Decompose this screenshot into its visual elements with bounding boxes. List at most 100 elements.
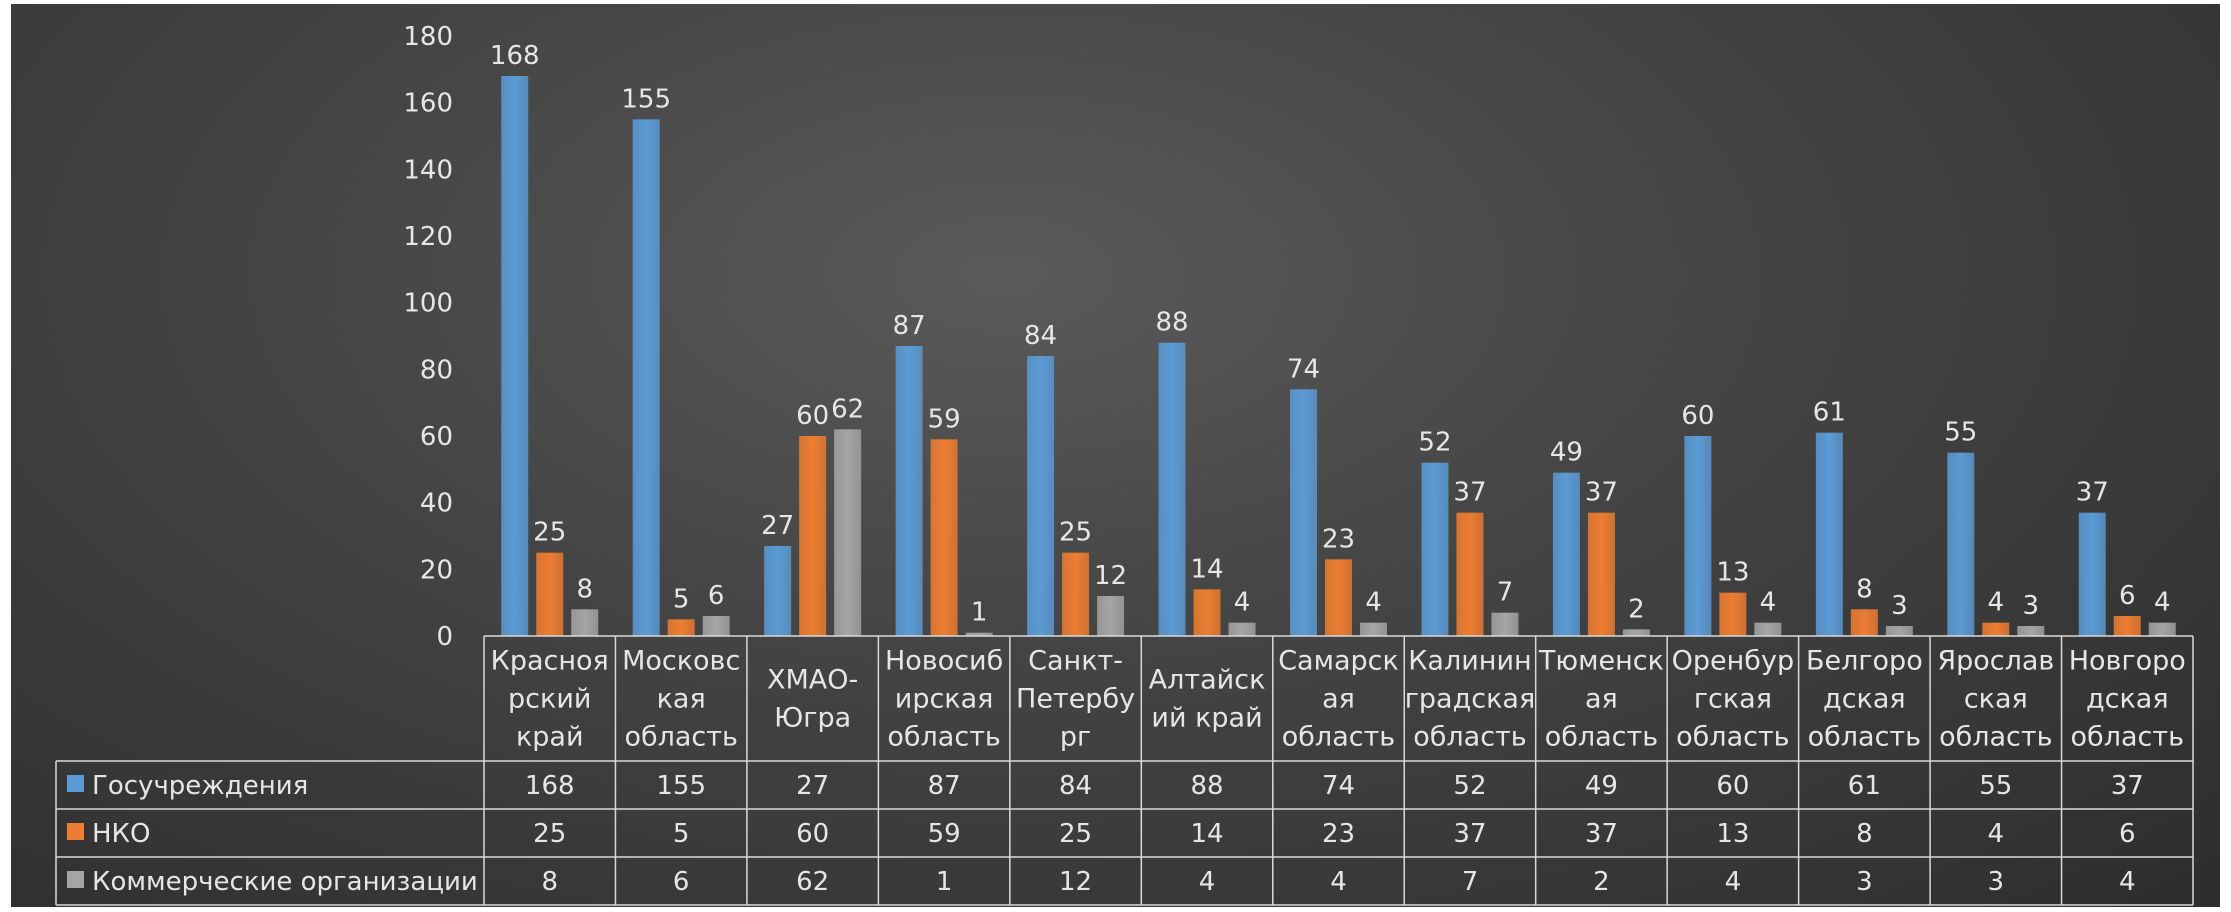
legend-label: НКО — [92, 819, 150, 849]
bar-comm-0 — [571, 609, 599, 636]
x-tick-label: ская — [1964, 684, 2028, 715]
bar-nko-9 — [1719, 592, 1747, 636]
data-label: 60 — [796, 401, 829, 431]
y-tick-label: 60 — [420, 422, 453, 452]
bar-gos-10 — [1815, 432, 1843, 636]
bar-comm-4 — [1097, 596, 1125, 636]
data-label: 62 — [831, 394, 864, 424]
table-cell: 60 — [796, 819, 829, 849]
bar-nko-5 — [1193, 589, 1221, 636]
x-tick-label: область — [2071, 722, 2184, 753]
bar-nko-0 — [536, 552, 564, 636]
bar-nko-10 — [1850, 609, 1878, 636]
bar-nko-6 — [1325, 559, 1352, 636]
legend-label: Коммерческие организации — [92, 867, 478, 897]
data-label: 60 — [1681, 401, 1714, 431]
table-cell: 59 — [928, 819, 961, 849]
table-cell: 1 — [936, 867, 953, 897]
x-tick-label: Московс — [622, 646, 740, 677]
x-tick-label: ая — [1322, 684, 1355, 715]
x-tick-label: Новгоро — [2069, 646, 2186, 677]
table-cell: 7 — [1462, 867, 1479, 897]
data-label: 88 — [1155, 308, 1188, 338]
bar-gos-9 — [1684, 436, 1712, 636]
y-tick-label: 0 — [436, 622, 453, 652]
x-tick-label: рский — [508, 684, 591, 715]
x-tick-label: Самарск — [1278, 646, 1399, 677]
x-tick-label: область — [1545, 722, 1658, 753]
data-label: 37 — [1585, 478, 1618, 508]
x-tick-label: область — [1676, 722, 1789, 753]
bar-gos-0 — [501, 76, 529, 636]
data-label: 61 — [1813, 398, 1846, 428]
bar-nko-2 — [799, 436, 827, 636]
bar-gos-8 — [1552, 472, 1580, 636]
data-label: 23 — [1322, 524, 1355, 554]
x-tick-label: Тюменск — [1538, 646, 1664, 677]
bar-nko-3 — [930, 439, 958, 636]
table-cell: 49 — [1585, 771, 1618, 801]
data-label: 4 — [1988, 588, 2005, 618]
x-tick-label: Санкт- — [1028, 646, 1123, 677]
x-tick-label: гская — [1694, 684, 1772, 715]
y-tick-label: 80 — [420, 355, 453, 385]
table-cell: 168 — [525, 771, 575, 801]
bar-nko-4 — [1062, 552, 1090, 636]
bar-nko-7 — [1456, 512, 1484, 636]
bar-gos-7 — [1421, 462, 1449, 636]
table-cell: 87 — [928, 771, 961, 801]
table-cell: 155 — [656, 771, 706, 801]
table-cell: 3 — [1856, 867, 1873, 897]
y-tick-label: 20 — [420, 555, 453, 585]
data-label: 12 — [1094, 561, 1127, 591]
data-label: 25 — [1059, 518, 1092, 548]
data-label: 7 — [1497, 578, 1514, 608]
data-label: 59 — [928, 404, 961, 434]
data-label: 3 — [2023, 591, 2040, 621]
x-tick-label: ая — [1585, 684, 1618, 715]
bar-gos-5 — [1158, 342, 1186, 636]
data-label: 4 — [1365, 588, 1382, 618]
data-label: 4 — [2154, 588, 2171, 618]
data-label: 5 — [673, 584, 690, 614]
table-cell: 27 — [796, 771, 829, 801]
x-tick-label: ирская — [895, 684, 994, 715]
x-tick-label: Красноя — [491, 646, 609, 677]
x-tick-label: область — [887, 722, 1000, 753]
x-tick-label: дская — [1823, 684, 1906, 715]
data-label: 52 — [1418, 428, 1451, 458]
table-cell: 88 — [1190, 771, 1223, 801]
x-tick-label: ХМАО- — [767, 665, 858, 696]
data-label: 84 — [1024, 321, 1057, 351]
bar-comm-10 — [1885, 626, 1913, 636]
x-tick-label: Оренбур — [1672, 646, 1794, 677]
table-cell: 2 — [1593, 867, 1610, 897]
data-label: 37 — [2076, 478, 2109, 508]
y-tick-label: 180 — [403, 22, 453, 52]
bar-gos-2 — [764, 546, 792, 636]
x-tick-label: область — [1413, 722, 1526, 753]
data-label: 37 — [1453, 478, 1486, 508]
bar-gos-4 — [1027, 356, 1055, 636]
table-cell: 60 — [1716, 771, 1749, 801]
bar-comm-5 — [1228, 622, 1256, 636]
chart-frame — [11, 4, 2220, 907]
x-tick-label: область — [1939, 722, 2052, 753]
y-tick-label: 120 — [403, 222, 453, 252]
table-cell: 55 — [1979, 771, 2012, 801]
y-tick-label: 100 — [403, 289, 453, 319]
table-cell: 5 — [673, 819, 690, 849]
x-tick-label: область — [1282, 722, 1395, 753]
table-cell: 4 — [1988, 819, 2005, 849]
data-label: 4 — [1760, 588, 1777, 618]
table-cell: 4 — [1199, 867, 1216, 897]
table-cell: 52 — [1453, 771, 1486, 801]
data-label: 4 — [1234, 588, 1251, 618]
table-cell: 84 — [1059, 771, 1092, 801]
table-cell: 6 — [673, 867, 690, 897]
table-cell: 8 — [1856, 819, 1873, 849]
x-tick-label: рг — [1060, 722, 1091, 753]
data-label: 2 — [1628, 594, 1645, 624]
table-cell: 13 — [1716, 819, 1749, 849]
